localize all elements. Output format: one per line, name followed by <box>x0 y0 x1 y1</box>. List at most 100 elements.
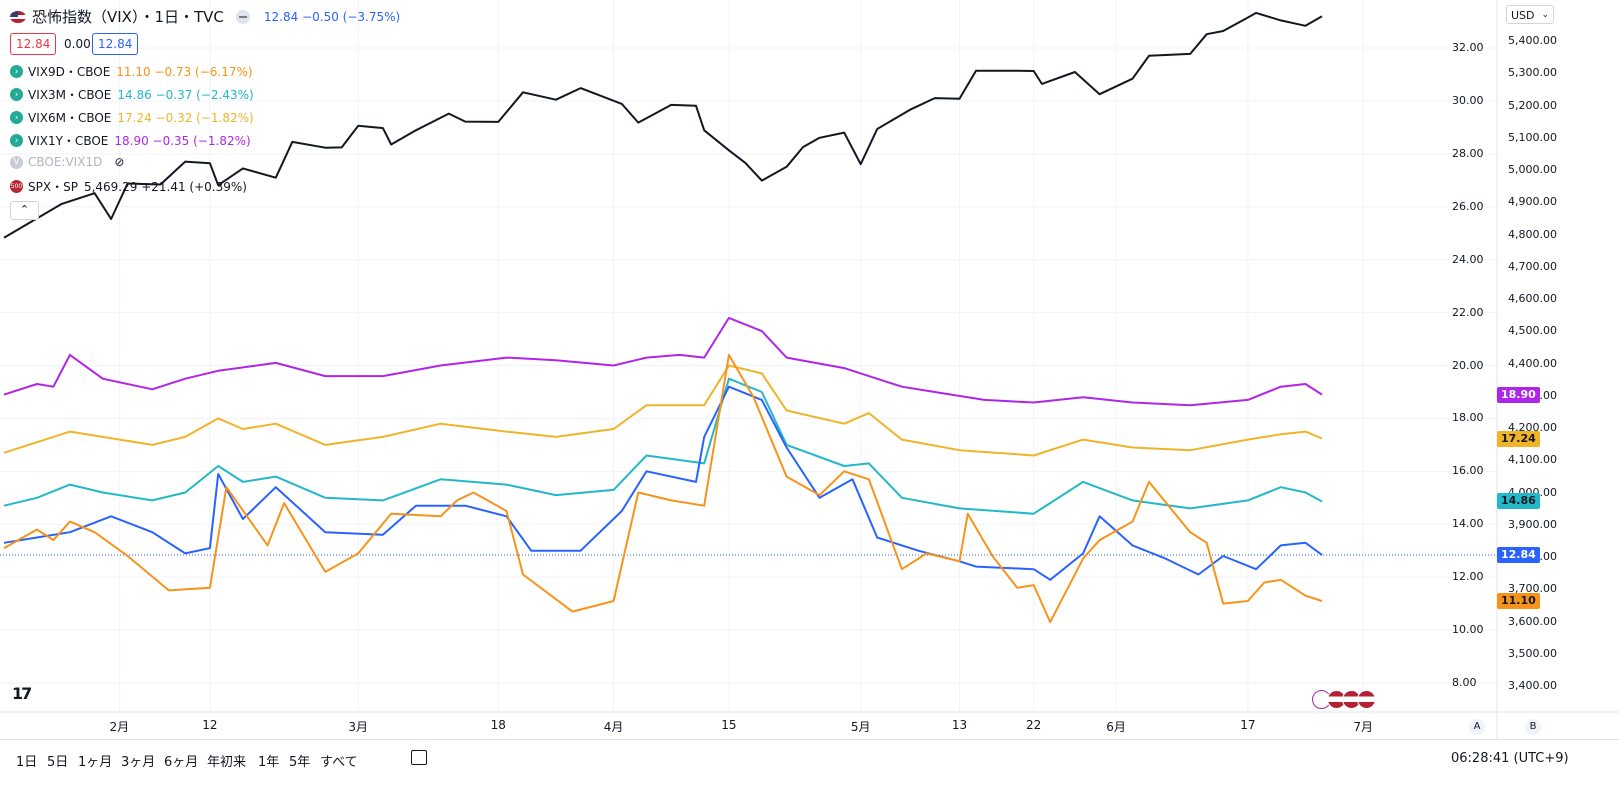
legend-value: 5,469.29 +21.41 (+0.39%) <box>83 179 247 194</box>
ask-value: 12.84 <box>98 37 133 51</box>
right-axis-tick: 4,400.00 <box>1508 356 1557 370</box>
range-button[interactable]: 5日 <box>47 755 69 770</box>
data-dot-icon: › <box>10 111 23 124</box>
sp500-icon: 500 <box>10 180 23 193</box>
legend-name: VIX9D・CBOE <box>28 65 111 79</box>
currency-select[interactable]: USD ⌄ <box>1506 5 1554 24</box>
legend-row[interactable]: › VIX9D・CBOE 11.10 −0.73 (−6.17%) <box>10 63 253 80</box>
range-button[interactable]: 1年 <box>258 755 280 770</box>
time-axis-tick: 12 <box>202 718 218 732</box>
legend-name: CBOE:VIX1D <box>28 155 103 169</box>
left-axis-tick: 12.00 <box>1452 570 1484 584</box>
data-dot-icon: › <box>10 88 23 101</box>
legend-value: 11.10 −0.73 (−6.17%) <box>116 64 253 79</box>
log-scale-button[interactable]: B <box>1525 719 1541 735</box>
range-button[interactable]: 1ヶ月 <box>78 755 113 770</box>
bottom-toolbar <box>0 739 1619 780</box>
data-dot-icon: › <box>10 134 23 147</box>
right-axis-tick: 5,000.00 <box>1508 163 1557 176</box>
series-line-5[interactable] <box>3 353 1323 624</box>
symbol-quote: 12.84 −0.50 (−3.75%) <box>263 9 401 24</box>
time-axis-tick: 13 <box>951 718 968 732</box>
right-axis-tick: 4,700.00 <box>1508 259 1557 273</box>
chart-grid <box>0 0 1497 712</box>
time-axis-tick: 4月 <box>603 720 624 734</box>
left-axis-tick: 28.00 <box>1452 146 1484 160</box>
right-axis-tick: 4,600.00 <box>1508 292 1557 305</box>
legend-value: 17.24 −0.32 (−1.82%) <box>117 110 254 125</box>
right-axis-tick: 5,200.00 <box>1508 98 1557 112</box>
range-button[interactable]: 3ヶ月 <box>121 755 156 770</box>
range-button[interactable]: 5年 <box>289 755 311 770</box>
right-axis-tick: 4,500.00 <box>1508 324 1557 338</box>
range-button[interactable]: すべて <box>320 755 358 770</box>
clock[interactable]: 06:28:41 (UTC+9) <box>1451 751 1569 766</box>
currency-label: USD <box>1511 9 1535 22</box>
legend-name: SPX・SP <box>28 180 78 194</box>
collapse-legend-button[interactable]: ⌃ <box>10 201 39 220</box>
minus-icon[interactable] <box>235 9 250 24</box>
legend-name: VIX1Y・CBOE <box>28 134 109 148</box>
range-button[interactable]: 1日 <box>16 755 38 770</box>
price-label: 12.84 <box>1497 546 1540 563</box>
chevron-down-icon: ⌄ <box>1541 10 1549 20</box>
series-line-2[interactable] <box>3 364 1323 457</box>
time-axis-tick: 22 <box>1026 718 1042 732</box>
right-axis-tick: 5,400.00 <box>1508 34 1557 47</box>
legend-row[interactable]: › VIX3M・CBOE 14.86 −0.37 (−2.43%) <box>10 86 254 103</box>
legend-row[interactable]: V CBOE:VIX1D ⊘ <box>10 155 124 169</box>
left-axis-tick: 24.00 <box>1452 252 1484 266</box>
series-line-3[interactable] <box>3 377 1323 515</box>
right-axis-tick: 3,900.00 <box>1508 517 1557 531</box>
right-axis-tick: 4,900.00 <box>1508 195 1557 209</box>
time-axis-tick: 6月 <box>1106 720 1126 734</box>
time-axis-tick: 17 <box>1240 718 1256 732</box>
event-icons[interactable] <box>1312 690 1376 709</box>
range-button[interactable]: 年初来 <box>207 755 247 770</box>
data-dot-icon: › <box>10 65 23 78</box>
auto-scale-button[interactable]: A <box>1469 719 1485 735</box>
left-axis-tick: 14.00 <box>1452 517 1484 531</box>
time-axis-tick: 18 <box>490 718 506 732</box>
series-line-0[interactable] <box>3 11 1323 239</box>
time-axis-tick: 5月 <box>850 720 871 734</box>
left-axis-tick: 22.00 <box>1452 305 1484 319</box>
right-axis-tick: 5,100.00 <box>1508 130 1557 144</box>
legend-row[interactable]: 500 SPX・SP 5,469.29 +21.41 (+0.39%) <box>10 178 247 195</box>
left-axis-tick: 20.00 <box>1452 358 1484 372</box>
price-label: 14.86 <box>1497 493 1540 510</box>
series-line-4[interactable] <box>3 385 1323 581</box>
range-button[interactable]: 6ヶ月 <box>164 755 199 770</box>
symbol-header[interactable]: 恐怖指数（VIX）・1日・TVC 12.84 −0.50 (−3.75%) <box>10 6 400 27</box>
right-axis-tick: 4,800.00 <box>1508 227 1557 241</box>
legend-name: VIX3M・CBOE <box>28 88 112 102</box>
price-label: 18.90 <box>1497 386 1540 403</box>
goto-date-icon[interactable] <box>411 750 427 765</box>
left-axis-tick: 30.00 <box>1452 93 1484 107</box>
bid-box[interactable]: 12.84 <box>10 33 57 55</box>
left-axis-tick: 8.00 <box>1452 676 1477 689</box>
tradingview-logo-icon: 17 <box>12 684 32 703</box>
legend-name: VIX6M・CBOE <box>28 111 112 125</box>
us-flag-icon[interactable] <box>1357 690 1376 709</box>
eye-off-icon[interactable]: ⊘ <box>114 155 125 169</box>
legend-value: 14.86 −0.37 (−2.43%) <box>117 87 254 102</box>
us-flag-icon <box>10 10 26 23</box>
legend-row[interactable]: › VIX6M・CBOE 17.24 −0.32 (−1.82%) <box>10 109 254 126</box>
chart-area[interactable] <box>0 0 1619 739</box>
time-axis-tick: 15 <box>721 718 737 732</box>
bid-value: 12.84 <box>16 37 51 51</box>
right-axis-tick: 5,300.00 <box>1508 66 1557 80</box>
price-label: 11.10 <box>1497 592 1540 609</box>
ask-box[interactable]: 12.84 <box>92 33 139 55</box>
time-axis-tick: 2月 <box>109 720 130 734</box>
series-line-1[interactable] <box>3 316 1323 407</box>
left-axis-tick: 16.00 <box>1452 464 1484 478</box>
left-axis-tick: 18.00 <box>1452 411 1484 425</box>
right-axis-tick: 3,600.00 <box>1508 614 1557 628</box>
left-axis-tick: 32.00 <box>1452 41 1484 54</box>
time-axis-tick: 3月 <box>348 720 369 734</box>
left-axis-tick: 10.00 <box>1452 623 1484 637</box>
legend-row[interactable]: › VIX1Y・CBOE 18.90 −0.35 (−1.82%) <box>10 132 251 149</box>
symbol-title: 恐怖指数（VIX）・1日・TVC <box>32 8 224 26</box>
